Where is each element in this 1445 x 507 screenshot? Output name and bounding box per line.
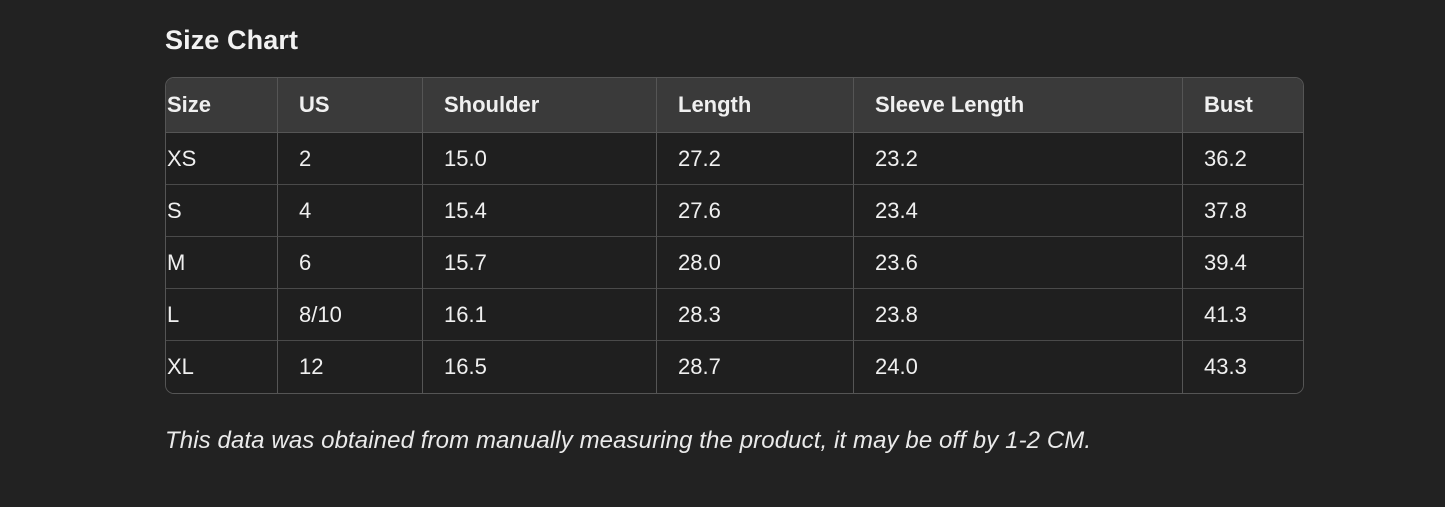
cell-sleeve-length: 24.0 <box>854 341 1183 393</box>
page-title: Size Chart <box>165 25 299 55</box>
cell-size: XS <box>166 133 278 185</box>
measurement-disclaimer: This data was obtained from manually mea… <box>165 427 1092 454</box>
cell-shoulder: 16.1 <box>423 289 657 341</box>
cell-shoulder: 15.4 <box>423 185 657 237</box>
cell-length: 27.6 <box>657 185 854 237</box>
cell-bust: 39.4 <box>1183 237 1303 289</box>
cell-size: S <box>166 185 278 237</box>
cell-bust: 36.2 <box>1183 133 1303 185</box>
column-header-sleeve-length: Sleeve Length <box>854 78 1183 133</box>
cell-size: M <box>166 237 278 289</box>
column-header-length: Length <box>657 78 854 133</box>
cell-sleeve-length: 23.6 <box>854 237 1183 289</box>
cell-bust: 41.3 <box>1183 289 1303 341</box>
table-row: XL 12 16.5 28.7 24.0 43.3 <box>166 341 1303 393</box>
table-row: XS 2 15.0 27.2 23.2 36.2 <box>166 133 1303 185</box>
table-header-row: Size US Shoulder Length Sleeve Length Bu… <box>166 78 1303 133</box>
cell-length: 28.7 <box>657 341 854 393</box>
cell-us: 12 <box>278 341 423 393</box>
cell-sleeve-length: 23.8 <box>854 289 1183 341</box>
column-header-shoulder: Shoulder <box>423 78 657 133</box>
table-row: S 4 15.4 27.6 23.4 37.8 <box>166 185 1303 237</box>
cell-shoulder: 15.7 <box>423 237 657 289</box>
cell-us: 2 <box>278 133 423 185</box>
cell-bust: 37.8 <box>1183 185 1303 237</box>
cell-sleeve-length: 23.2 <box>854 133 1183 185</box>
table-row: M 6 15.7 28.0 23.6 39.4 <box>166 237 1303 289</box>
size-chart-table-wrapper: Size US Shoulder Length Sleeve Length Bu… <box>165 77 1304 394</box>
cell-length: 28.0 <box>657 237 854 289</box>
size-chart-table: Size US Shoulder Length Sleeve Length Bu… <box>165 77 1304 394</box>
cell-us: 4 <box>278 185 423 237</box>
cell-shoulder: 16.5 <box>423 341 657 393</box>
cell-shoulder: 15.0 <box>423 133 657 185</box>
cell-sleeve-length: 23.4 <box>854 185 1183 237</box>
column-header-us: US <box>278 78 423 133</box>
table-row: L 8/10 16.1 28.3 23.8 41.3 <box>166 289 1303 341</box>
cell-us: 6 <box>278 237 423 289</box>
column-header-bust: Bust <box>1183 78 1303 133</box>
cell-size: L <box>166 289 278 341</box>
cell-length: 28.3 <box>657 289 854 341</box>
cell-length: 27.2 <box>657 133 854 185</box>
cell-bust: 43.3 <box>1183 341 1303 393</box>
column-header-size: Size <box>166 78 278 133</box>
cell-size: XL <box>166 341 278 393</box>
cell-us: 8/10 <box>278 289 423 341</box>
